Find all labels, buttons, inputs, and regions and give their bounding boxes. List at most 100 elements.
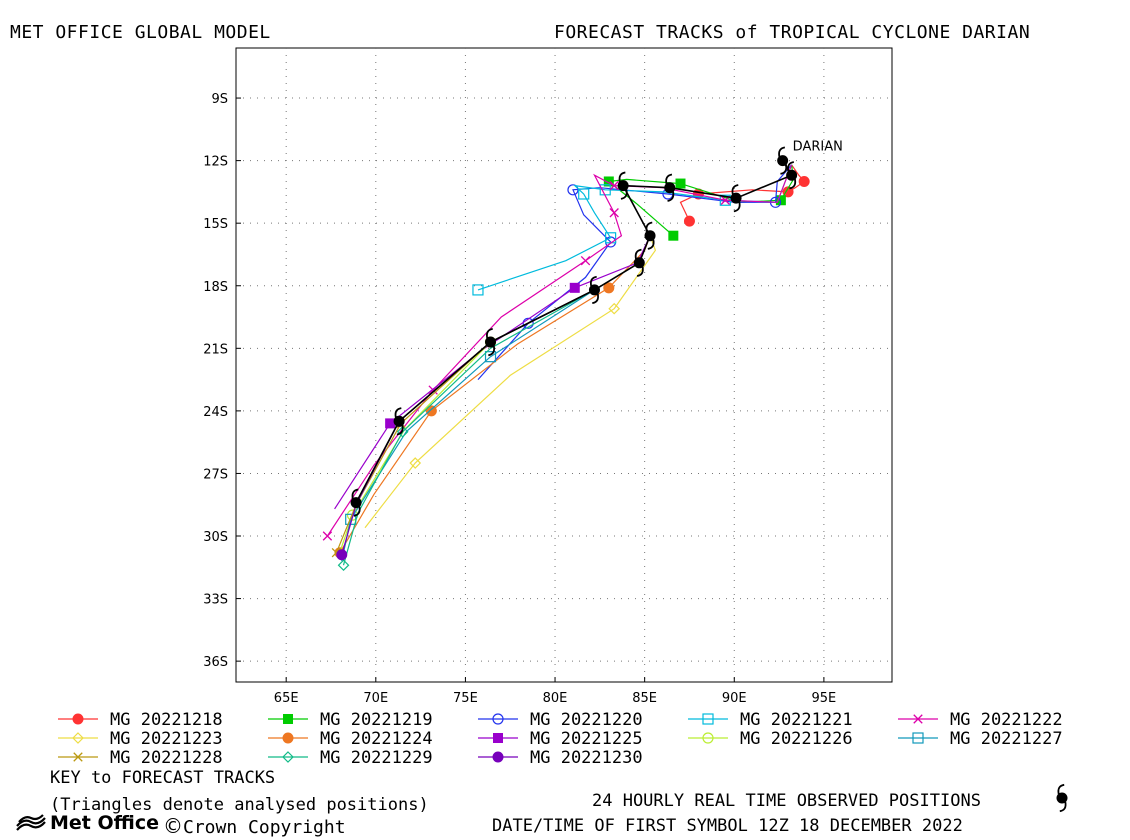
legend-label: MG 20221227 <box>950 729 1063 749</box>
cyclone-arm-lower <box>592 293 599 305</box>
observed-position-icon <box>485 327 497 357</box>
track-point-marker <box>484 351 497 363</box>
track-point-marker <box>913 714 923 724</box>
copyright-text: Crown Copyright <box>183 817 346 838</box>
tick-label-lat: 15S <box>203 217 228 232</box>
track-point-marker <box>336 549 348 561</box>
observed-position-icon <box>588 275 600 305</box>
legend-item: MG 20221227 <box>898 729 1063 749</box>
cyclone-arm-upper <box>1057 783 1065 795</box>
legend-item: MG 20221226 <box>688 729 853 749</box>
cyclone-arm-upper <box>787 161 795 172</box>
track-point-marker <box>385 418 396 429</box>
cyclone-arm-lower <box>636 266 644 277</box>
cyclone-core <box>786 169 798 181</box>
cyclone-arm-lower <box>488 345 495 357</box>
tick-label-lat: 36S <box>203 655 228 670</box>
cyclone-core <box>730 192 742 204</box>
cyclone-arm-lower <box>620 189 628 200</box>
legend-item: MG 20221219 <box>268 710 433 730</box>
grid-layer <box>236 48 892 682</box>
track-point-marker <box>72 713 84 725</box>
cyclone-arm-lower <box>780 164 788 175</box>
tick-label-lon: 80E <box>543 691 568 706</box>
legend-label: MG 20221223 <box>110 729 223 749</box>
first-symbol-datetime: DATE/TIME OF FIRST SYMBOL 12Z 18 DECEMBE… <box>492 816 963 836</box>
legend-item: MG 20221230 <box>478 748 643 768</box>
track-point-marker <box>425 405 437 417</box>
observed-position-icon <box>730 184 742 213</box>
cyclone-arm-lower <box>647 239 655 250</box>
legend-item: MG 20221218 <box>58 710 223 730</box>
observed-position-icon <box>664 173 676 202</box>
legend-label: MG 20221226 <box>740 729 853 749</box>
tick-label-lat: 9S <box>211 92 228 107</box>
tick-label-lat: 24S <box>203 405 228 420</box>
tick-label-lat: 21S <box>203 342 228 357</box>
track-point-marker <box>603 176 614 187</box>
cyclone-arm-upper <box>618 171 626 182</box>
cyclone-core <box>644 230 656 242</box>
tick-label-lat: 12S <box>203 155 228 170</box>
tick-label-lat: 33S <box>203 593 228 608</box>
track-point-marker <box>73 752 83 762</box>
track-point-marker <box>683 215 695 227</box>
cyclone-arm-lower <box>667 191 675 202</box>
key-label: KEY to FORECAST TRACKS <box>50 768 276 788</box>
track-point-marker <box>702 713 714 725</box>
track-point-marker <box>492 713 504 725</box>
forecast-track <box>364 235 657 529</box>
legend-item: MG 20221220 <box>478 710 643 730</box>
legend-item: MG 20221222 <box>898 710 1063 730</box>
tick-label-lon: 75E <box>453 691 478 706</box>
tick-label-lon: 90E <box>722 691 747 706</box>
tick-label-lat: 18S <box>203 280 228 295</box>
legend-label: MG 20221219 <box>320 710 433 730</box>
tick-label-lat: 30S <box>203 530 228 545</box>
legend-item: MG 20221224 <box>268 729 433 749</box>
track-point-marker <box>396 425 409 438</box>
track-point-marker <box>578 188 590 200</box>
tick-label-lon: 95E <box>812 691 837 706</box>
legend-item: MG 20221221 <box>688 710 853 730</box>
observed-position-icon <box>633 248 645 277</box>
legend-label: MG 20221230 <box>530 748 643 768</box>
observed-position-icon <box>777 146 789 175</box>
cyclone-arm-lower <box>353 506 361 517</box>
track-point-marker <box>702 732 714 744</box>
header-chart-title: FORECAST TRACKS of TROPICAL CYCLONE DARI… <box>554 22 1031 43</box>
tick-label-lon: 85E <box>632 691 657 706</box>
cyclone-arm-upper <box>731 184 739 195</box>
cyclone-arm-upper <box>486 327 493 339</box>
track-point-marker <box>675 178 686 189</box>
track-point-marker <box>603 282 615 294</box>
map-frame <box>235 47 893 683</box>
legend-label: MG 20221224 <box>320 729 433 749</box>
cyclone-arm-lower <box>789 178 797 190</box>
legend-label: MG 20221221 <box>740 710 853 730</box>
legend-layer: MG 20221218 MG 20221219 MG 20221220 MG 2022… <box>58 710 1063 768</box>
track-point-marker <box>322 531 333 541</box>
legend-item: MG 20221229 <box>268 748 433 768</box>
observed-position-icon <box>617 171 629 200</box>
legend-item: MG 20221223 <box>58 729 223 749</box>
forecast-track <box>679 164 810 227</box>
legend-label: MG 20221225 <box>530 729 643 749</box>
observed-position-icon <box>393 407 405 436</box>
track-point-marker <box>580 256 591 266</box>
cyclone-core <box>664 182 676 194</box>
cyclone-core <box>393 415 405 427</box>
track-point-marker <box>609 180 619 191</box>
legend-item: MG 20221225 <box>478 729 643 749</box>
track-point-marker <box>493 733 503 743</box>
track-point-marker <box>569 282 580 293</box>
cyclone-arm-lower <box>733 201 741 213</box>
copyright-symbol: © <box>163 814 183 838</box>
track-point-marker <box>282 732 294 744</box>
cyclone-core <box>485 336 497 348</box>
cyclone-arm-upper <box>778 146 786 157</box>
track-point-marker <box>472 284 484 296</box>
storm-label: DARIAN <box>793 140 843 155</box>
triangles-note: (Triangles denote analysed positions) <box>50 795 429 815</box>
